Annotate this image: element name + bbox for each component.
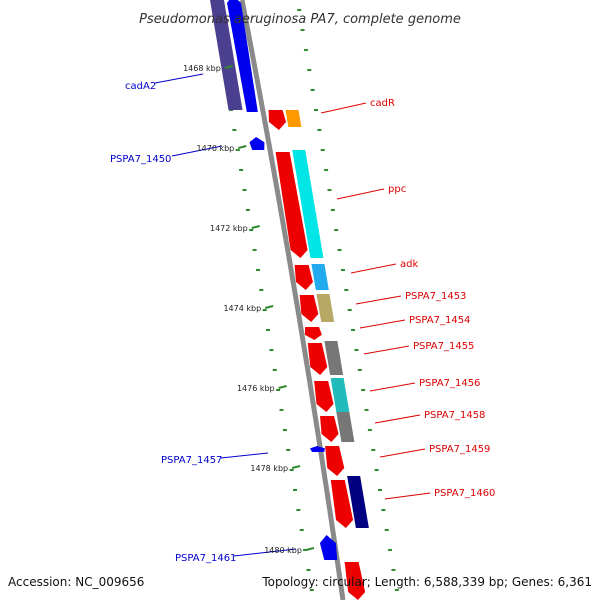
gene-pspa7-1453-arrow [299, 295, 319, 322]
gene-cog-bar-5 [330, 378, 350, 412]
leader-line [379, 448, 426, 458]
label-pspa7-1454: PSPA7_1454 [409, 315, 470, 326]
label-ppc: ppc [388, 184, 406, 195]
leader-line [374, 414, 421, 424]
leader-line [336, 188, 385, 200]
gene-pspa7-1460-arrow [330, 480, 354, 528]
kbp-labels: 1468 kbp 1470 kbp 1472 kbp 1474 kbp 1476 kbp… [183, 64, 315, 555]
label-pspa7-1458: PSPA7_1458 [424, 410, 485, 421]
gene-pspa7-1457-arrow [309, 446, 325, 452]
leader-line [355, 295, 402, 305]
major-tick [305, 547, 315, 551]
label-pspa7-1461: PSPA7_1461 [175, 553, 236, 564]
kbp-label: 1478 kbp [250, 464, 288, 473]
kbp-label: 1476 kbp [237, 384, 275, 393]
gene-pspa7-1454-arrow [304, 327, 322, 340]
leader-line [154, 73, 204, 84]
backbone-line [239, 0, 346, 600]
kbp-label: 1480 kbp [264, 546, 302, 555]
leader-line [350, 263, 397, 274]
label-adk: adk [400, 259, 418, 270]
gene-cog-bar-7 [347, 476, 369, 528]
kbp-label: 1470 kbp [197, 144, 235, 153]
leader-line [233, 548, 297, 557]
gene-pspa7-1455-arrow [307, 343, 328, 375]
label-pspa7-1459: PSPA7_1459 [429, 444, 490, 455]
major-tick [238, 145, 247, 149]
gene-cog-bar-3 [316, 294, 335, 322]
gene-ppc-arrow [275, 152, 308, 258]
leader-line [384, 492, 431, 500]
label-pspa7-1456: PSPA7_1456 [419, 378, 480, 389]
leader-line [320, 102, 367, 114]
label-pspa7-1453: PSPA7_1453 [405, 291, 466, 302]
gene-pspa7-1461-arrow [319, 535, 338, 560]
accession-text: Accession: NC_009656 [8, 575, 144, 589]
leader-line [171, 145, 223, 157]
label-pspa7-1450: PSPA7_1450 [110, 154, 171, 165]
major-tick [278, 385, 287, 389]
gene-cog-bar-6 [336, 412, 355, 442]
label-pspa7-1457: PSPA7_1457 [161, 455, 222, 466]
map-title: Pseudomonas aeruginosa PA7, complete gen… [139, 12, 461, 27]
gene-cog-bar-2 [311, 264, 329, 290]
leader-line [220, 452, 269, 459]
label-pspa7-1455: PSPA7_1455 [413, 341, 474, 352]
label-pspa7-1460: PSPA7_1460 [434, 488, 495, 499]
gene-cadA2-cog-bar [210, 0, 243, 110]
leader-line [369, 382, 416, 392]
major-tick [264, 305, 274, 309]
gene-pspa7-1450-arrow [249, 137, 265, 150]
leader-line [359, 319, 406, 329]
label-cadA2: cadA2 [125, 81, 156, 92]
gene-cadA2-arrow [227, 0, 258, 112]
tick-marks [212, 9, 399, 591]
gene-cog-bar-1 [292, 150, 324, 258]
kbp-label: 1468 kbp [183, 64, 221, 73]
gene-cog-bar-4 [324, 341, 344, 375]
gene-labels: cadA2 PSPA7_1450 PSPA7_1457 PSPA7_1461 cadR p… [110, 73, 495, 564]
gene-adk-arrow [294, 265, 313, 290]
major-tick [224, 65, 234, 69]
gene-features [210, 0, 369, 600]
major-tick [251, 225, 260, 229]
gene-cog-bar-0 [285, 110, 302, 127]
gene-pspa7-1456-arrow [314, 381, 334, 412]
kbp-label: 1472 kbp [210, 224, 248, 233]
gene-pspa7-1458-arrow [320, 416, 339, 442]
genome-summary-text: Topology: circular; Length: 6,588,339 bp… [261, 575, 592, 589]
label-cadR: cadR [370, 98, 395, 109]
gene-extra-arrow [344, 562, 366, 600]
gene-cadR-arrow [268, 110, 287, 130]
backbone [239, 0, 346, 600]
leader-line [363, 345, 410, 355]
gene-pspa7-1459-arrow [325, 446, 345, 476]
major-tick [291, 465, 301, 469]
kbp-label: 1474 kbp [223, 304, 261, 313]
